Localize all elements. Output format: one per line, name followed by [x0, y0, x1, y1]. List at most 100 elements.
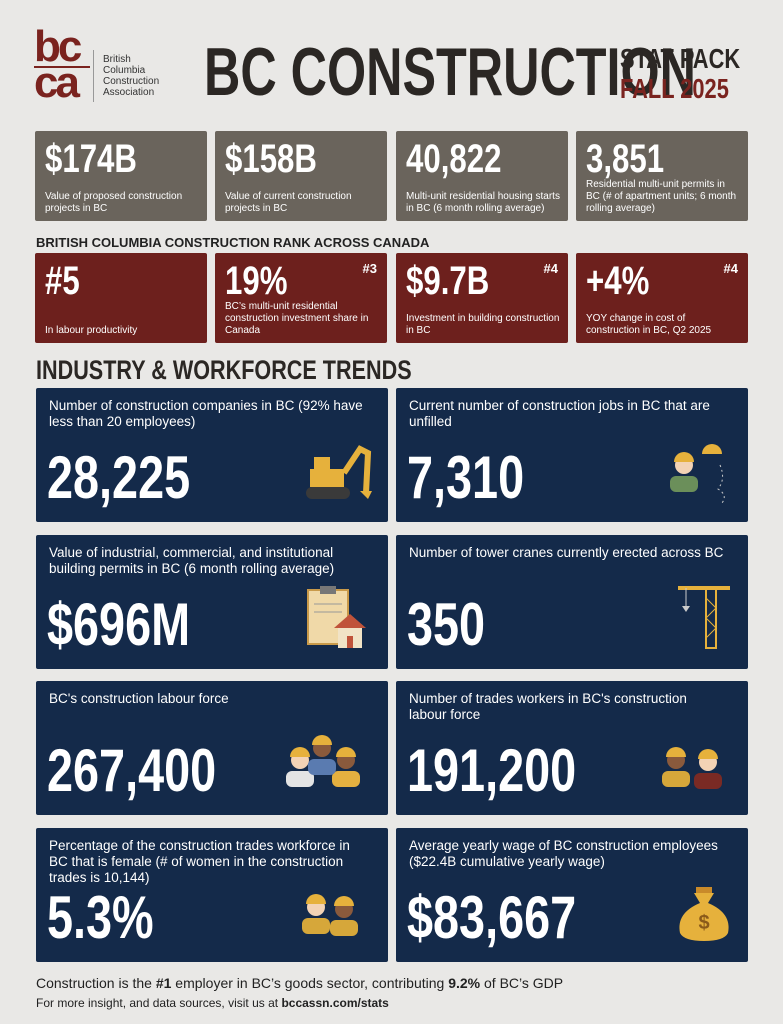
trend-icon	[654, 736, 734, 801]
icon-part	[694, 773, 722, 789]
icon-part	[662, 771, 690, 787]
subtitle: STAT PACK	[620, 43, 741, 74]
stat-value: $174B	[45, 137, 137, 181]
rank-label: In labour productivity	[45, 325, 138, 336]
stat-label: Residential multi-unit permits in BC (# …	[586, 179, 737, 214]
icon-part	[336, 747, 356, 757]
stat-value-wrap: $174B	[45, 137, 163, 182]
rank-badge: #3	[362, 261, 377, 276]
title: BC CONSTRUCTION	[204, 34, 696, 110]
trend-value: 267,400	[47, 737, 217, 804]
trend-label: Percentage of the construction trades wo…	[49, 838, 350, 885]
trend-card: BC's construction labour force 267,400	[36, 681, 388, 815]
org-line: Association	[103, 87, 155, 98]
trend-value-wrap: 5.3%	[47, 883, 184, 952]
org-line: Columbia	[103, 65, 146, 76]
stat-value: $158B	[225, 137, 317, 181]
icon-part	[320, 586, 336, 594]
stat-label: Multi-unit residential housing starts in…	[406, 191, 560, 214]
icon-part	[696, 887, 712, 893]
section-title: INDUSTRY & WORKFORCE TRENDS	[36, 355, 412, 385]
footer-link[interactable]: bccassn.com/stats	[281, 996, 389, 1010]
icon-part	[666, 747, 686, 757]
rank-value-wrap: +4%	[586, 259, 667, 304]
icon-part	[306, 894, 326, 904]
icon-part	[717, 464, 725, 504]
edition: FALL 2025	[620, 73, 729, 104]
icon-part	[308, 759, 336, 775]
icon-part	[332, 771, 360, 787]
rank-label: BC’s multi-unit residential construction…	[225, 301, 369, 336]
footer-bold: #1	[155, 975, 172, 991]
edition-wrap: FALL 2025	[620, 74, 760, 104]
logo-divider	[93, 50, 94, 102]
stat-value-wrap: 40,822	[406, 137, 528, 182]
footer-text: employer in BC’s goods sector, contribut…	[171, 975, 449, 991]
rank-value-wrap: $9.7B	[406, 259, 513, 304]
icon-part	[310, 469, 344, 487]
icon-part	[330, 920, 358, 936]
rank-badge: #4	[723, 261, 738, 276]
trend-value-wrap: 191,200	[407, 736, 624, 805]
footer-line: Construction is the #1 employer in BC’s …	[36, 975, 563, 991]
icon-part	[662, 747, 722, 789]
trend-label: Current number of construction jobs in B…	[409, 398, 710, 429]
trend-icon: $	[674, 879, 734, 948]
trend-card: Value of industrial, commercial, and ins…	[36, 535, 388, 669]
icon-part	[674, 452, 694, 462]
stat-card: $174B Value of proposed construction proj…	[35, 131, 207, 221]
trend-label: Number of tower cranes currently erected…	[409, 545, 724, 560]
trend-icon	[274, 726, 374, 801]
trend-icon	[664, 443, 734, 508]
icon-part	[306, 487, 350, 499]
logo: bc ca	[34, 22, 90, 107]
trend-label: Number of trades workers in BC's constru…	[409, 691, 687, 722]
footer-line: For more insight, and data sources, visi…	[36, 996, 389, 1010]
trend-card: Percentage of the construction trades wo…	[36, 828, 388, 962]
logo-bottom: ca	[34, 58, 80, 107]
icon-part	[312, 735, 332, 745]
trend-icon	[304, 586, 374, 655]
stat-label: Value of proposed construction projects …	[45, 191, 183, 214]
rank-label: Investment in building construction in B…	[406, 313, 560, 336]
subtitle-wrap: STAT PACK	[620, 44, 774, 74]
section-title: BRITISH COLUMBIA CONSTRUCTION RANK ACROS…	[36, 235, 430, 250]
trend-card: Current number of construction jobs in B…	[396, 388, 748, 522]
icon-part	[334, 896, 354, 906]
footer-text: Construction is the	[36, 975, 156, 991]
rank-value: 19%	[225, 259, 288, 303]
rank-label: YOY change in cost of construction in BC…	[586, 313, 712, 336]
rank-badge: #4	[543, 261, 558, 276]
icon-part	[670, 476, 698, 492]
trend-icon	[674, 580, 734, 655]
trend-card: Number of construction companies in BC (…	[36, 388, 388, 522]
trend-label: Number of construction companies in BC (…	[49, 398, 363, 429]
stat-value: 3,851	[586, 137, 665, 181]
trend-value: $696M	[47, 591, 191, 658]
trend-value: 28,225	[47, 444, 191, 511]
footer-text: of BC’s GDP	[480, 975, 564, 991]
footer-bold: 9.2%	[448, 975, 481, 991]
icon-part	[347, 636, 353, 648]
rank-value: #5	[45, 259, 80, 303]
icon-part	[306, 445, 372, 499]
trend-value-wrap: $83,667	[407, 883, 624, 952]
icon-part	[302, 894, 358, 936]
trend-value: 350	[407, 591, 486, 658]
icon-part	[286, 735, 360, 787]
icon-part	[670, 444, 725, 504]
org-line: British	[103, 54, 131, 65]
section-title-wrap: INDUSTRY & WORKFORCE TRENDS	[36, 355, 506, 386]
trend-label: BC's construction labour force	[49, 691, 229, 706]
icon-part	[314, 457, 330, 471]
trend-value: $83,667	[407, 884, 577, 951]
icon-part	[286, 771, 314, 787]
trend-card: Number of tower cranes currently erected…	[396, 535, 748, 669]
trend-value-wrap: 267,400	[47, 736, 264, 805]
trend-label: Average yearly wage of BC construction e…	[409, 838, 718, 869]
stat-card: 3,851 Residential multi-unit permits in B…	[576, 131, 748, 221]
rank-card: 19% #3 BC’s multi-unit residential constru…	[215, 253, 387, 343]
stat-card: 40,822 Multi-unit residential housing sta…	[396, 131, 568, 221]
rank-value: $9.7B	[406, 259, 490, 303]
